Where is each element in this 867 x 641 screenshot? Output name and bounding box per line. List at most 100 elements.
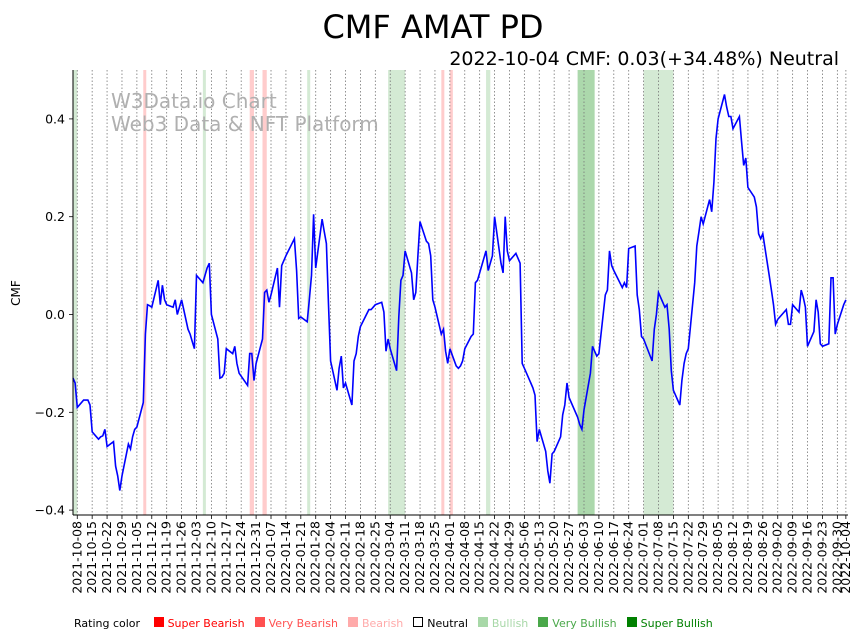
y-tick-label: 0.4 xyxy=(45,111,65,126)
x-tick-label: 2022-04-01 xyxy=(442,521,457,594)
x-tick-label: 2022-09-23 xyxy=(814,521,829,594)
x-tick-label: 2022-02-25 xyxy=(367,521,382,594)
legend-item-very-bearish: Very Bearish xyxy=(254,617,338,630)
rating-band-bearish xyxy=(449,70,453,515)
rating-band-bearish xyxy=(249,70,254,515)
rating-band-bullish xyxy=(486,70,491,515)
x-tick-label: 2022-05-13 xyxy=(531,521,546,594)
x-tick-label: 2022-07-08 xyxy=(651,521,666,594)
legend-title: Rating color xyxy=(74,617,141,630)
y-tick-label: 0.0 xyxy=(45,307,65,322)
x-tick-label: 2021-11-26 xyxy=(174,521,189,594)
x-tick-label: 2021-11-19 xyxy=(159,521,174,594)
rating-band-bullish xyxy=(307,70,311,515)
x-tick-label: 2022-04-22 xyxy=(487,521,502,594)
y-tick-label: −0.4 xyxy=(35,503,65,518)
rating-legend: Rating color Super Bearish Very Bearish Be… xyxy=(74,617,717,630)
rating-band-bullish xyxy=(202,70,206,515)
x-tick-label: 2022-06-17 xyxy=(606,521,621,594)
x-tick-label: 2022-09-02 xyxy=(770,521,785,594)
legend-swatch xyxy=(153,617,164,627)
x-axis-ticks: 2021-10-08 2021-10-15 2021-10-22 2021-10-29… xyxy=(69,515,853,594)
x-tick-label: 2022-07-29 xyxy=(695,521,710,594)
x-tick-label: 2022-01-07 xyxy=(263,521,278,594)
x-tick-label: 2021-10-22 xyxy=(99,521,114,594)
y-tick-label: −0.2 xyxy=(35,405,65,420)
x-tick-label: 2021-11-05 xyxy=(129,521,144,594)
x-tick-label: 2022-10-04 xyxy=(838,521,853,594)
x-tick-label: 2021-10-29 xyxy=(114,521,129,594)
x-tick-label: 2022-07-01 xyxy=(636,521,651,594)
x-tick-label: 2022-05-06 xyxy=(516,521,531,594)
rating-band-bullish xyxy=(73,70,78,515)
x-tick-label: 2022-01-21 xyxy=(293,521,308,594)
x-tick-label: 2022-04-29 xyxy=(501,521,516,594)
x-tick-label: 2021-12-10 xyxy=(203,521,218,594)
x-tick-label: 2021-12-31 xyxy=(248,521,263,594)
watermark-line-2: Web3 Data & NFT Platform xyxy=(111,112,379,136)
x-tick-label: 2021-12-03 xyxy=(188,521,203,594)
x-tick-label: 2022-03-11 xyxy=(397,521,412,594)
legend-label: Very Bearish xyxy=(268,617,338,630)
x-tick-label: 2022-07-22 xyxy=(680,521,695,594)
legend-item-super-bearish: Super Bearish xyxy=(153,617,245,630)
x-tick-label: 2022-08-19 xyxy=(740,521,755,594)
y-axis-label: CMF xyxy=(9,280,23,306)
legend-label: Super Bullish xyxy=(640,617,713,630)
x-tick-label: 2022-04-08 xyxy=(457,521,472,594)
x-tick-label: 2022-03-18 xyxy=(412,521,427,594)
legend-item-very-bullish: Very Bullish xyxy=(538,617,617,630)
x-tick-label: 2022-09-09 xyxy=(785,521,800,594)
x-tick-label: 2021-12-24 xyxy=(233,521,248,594)
legend-item-bullish: Bullish xyxy=(477,617,529,630)
rating-band-very-bullish xyxy=(577,70,595,515)
legend-item-super-bullish: Super Bullish xyxy=(626,617,713,630)
axes xyxy=(72,70,848,516)
x-tick-label: 2022-09-30 xyxy=(829,521,844,594)
cmf-series-line xyxy=(72,94,847,491)
x-tick-label: 2021-11-12 xyxy=(144,521,159,594)
y-tick-label: 0.2 xyxy=(45,209,65,224)
legend-item-bearish: Bearish xyxy=(347,617,404,630)
legend-label: Bearish xyxy=(361,617,404,630)
x-tick-label: 2021-10-08 xyxy=(69,521,84,594)
x-tick-label: 2022-07-15 xyxy=(665,521,680,594)
rating-band-bullish xyxy=(388,70,406,515)
x-tick-label: 2022-05-27 xyxy=(561,521,576,594)
legend-label: Bullish xyxy=(491,617,529,630)
y-axis-ticks: 0.4 0.2 0.0 −0.2 −0.4 xyxy=(35,111,73,518)
x-tick-label: 2021-12-17 xyxy=(218,521,233,594)
rating-band-bearish xyxy=(143,70,147,515)
x-tick-label: 2022-03-25 xyxy=(427,521,442,594)
legend-swatch xyxy=(413,617,424,627)
legend-label: Very Bullish xyxy=(552,617,617,630)
rating-bands xyxy=(73,70,674,515)
x-tick-label: 2022-08-12 xyxy=(725,521,740,594)
watermark-line-1: W3Data.io Chart xyxy=(111,89,277,113)
x-tick-label: 2022-06-03 xyxy=(576,521,591,594)
x-tick-label: 2022-06-24 xyxy=(621,521,636,594)
legend-swatch xyxy=(538,617,549,627)
chart-title: CMF AMAT PD xyxy=(322,8,543,46)
chart-subtitle: 2022-10-04 CMF: 0.03(+34.48%) Neutral xyxy=(449,48,839,70)
legend-swatch xyxy=(626,617,637,627)
x-tick-label: 2022-02-11 xyxy=(338,521,353,594)
x-tick-label: 2022-08-05 xyxy=(710,521,725,594)
legend-label: Neutral xyxy=(427,617,468,630)
legend-item-neutral: Neutral xyxy=(413,617,468,630)
legend-swatch xyxy=(347,617,358,627)
legend-swatch xyxy=(254,617,265,627)
x-tick-label: 2022-02-04 xyxy=(323,521,338,594)
weekly-gridlines xyxy=(76,70,847,515)
x-tick-label: 2022-01-28 xyxy=(308,521,323,594)
legend-label: Super Bearish xyxy=(167,617,245,630)
x-tick-label: 2022-06-10 xyxy=(591,521,606,594)
x-tick-label: 2022-05-20 xyxy=(546,521,561,594)
x-tick-label: 2022-04-15 xyxy=(472,521,487,594)
x-tick-label: 2022-02-18 xyxy=(352,521,367,594)
legend-swatch xyxy=(477,617,488,627)
x-tick-label: 2022-08-26 xyxy=(755,521,770,594)
x-tick-label: 2022-01-14 xyxy=(278,521,293,594)
rating-band-bearish xyxy=(441,70,445,515)
